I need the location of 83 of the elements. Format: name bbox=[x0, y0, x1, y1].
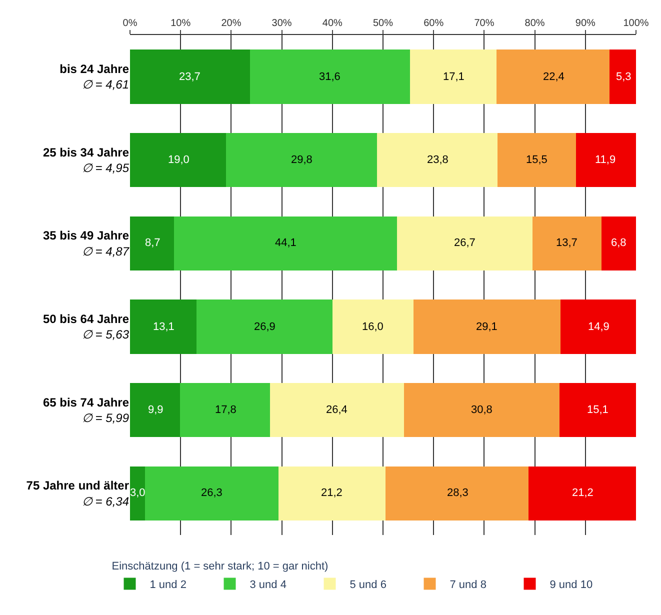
data-label: 28,3 bbox=[447, 487, 468, 499]
x-tick-label: 30% bbox=[272, 18, 292, 29]
data-label: 3,0 bbox=[130, 487, 146, 499]
data-label: 17,1 bbox=[443, 71, 464, 83]
data-label: 13,7 bbox=[556, 237, 578, 249]
data-label: 21,2 bbox=[321, 487, 342, 499]
data-label: 22,4 bbox=[543, 71, 564, 83]
data-label: 29,1 bbox=[476, 321, 498, 333]
y-tick-label: 25 bis 34 Jahre ∅ = 4,95 bbox=[42, 145, 130, 175]
data-label: 15,1 bbox=[587, 404, 608, 416]
bar bbox=[174, 216, 398, 270]
bar bbox=[386, 466, 529, 520]
y-tick-label: bis 24 Jahre ∅ = 4,61 bbox=[60, 62, 130, 92]
data-label: 31,6 bbox=[319, 71, 340, 83]
legend-label: 3 und 4 bbox=[250, 579, 286, 592]
bar bbox=[410, 50, 496, 104]
data-label: 44,1 bbox=[275, 237, 296, 249]
data-label: 6,8 bbox=[611, 237, 626, 249]
legend-label: 1 und 2 bbox=[150, 579, 186, 592]
y-tick-label: 65 bis 74 Jahre ∅ = 5,99 bbox=[42, 395, 130, 425]
data-label: 26,7 bbox=[454, 237, 476, 249]
y-tick-label: 75 Jahre und älter ∅ = 6,34 bbox=[26, 478, 130, 508]
data-label: 15,5 bbox=[526, 154, 548, 166]
bar bbox=[602, 216, 636, 270]
legend-label: 5 und 6 bbox=[350, 579, 386, 592]
data-label: 17,8 bbox=[215, 404, 236, 416]
bar bbox=[130, 132, 226, 188]
bar bbox=[497, 132, 576, 188]
bar bbox=[130, 466, 146, 520]
x-tick-label: 20% bbox=[221, 18, 242, 29]
x-tick-label: 90% bbox=[575, 18, 596, 29]
bar bbox=[560, 300, 636, 354]
data-label: 19,0 bbox=[168, 154, 190, 166]
x-tick-label: 100% bbox=[623, 18, 649, 29]
x-tick-label: 60% bbox=[424, 18, 444, 29]
data-label: 26,3 bbox=[201, 487, 222, 499]
bar bbox=[130, 216, 174, 270]
data-label: 11,9 bbox=[595, 154, 616, 166]
bar bbox=[397, 216, 532, 270]
legend-title: Einschätzung (1 = sehr stark; 10 = gar nicht) bbox=[112, 560, 328, 572]
bar bbox=[332, 300, 414, 354]
x-tick-label: 40% bbox=[322, 18, 343, 29]
bar bbox=[560, 382, 636, 438]
x-tick-label: 80% bbox=[524, 18, 545, 29]
data-label: 9,9 bbox=[148, 404, 164, 416]
bar bbox=[576, 132, 636, 188]
data-label: 13,1 bbox=[153, 321, 174, 333]
bar bbox=[413, 300, 561, 354]
data-label: 23,7 bbox=[179, 71, 200, 83]
bar bbox=[250, 50, 410, 104]
bar bbox=[376, 132, 498, 188]
bar bbox=[532, 216, 602, 270]
bar bbox=[226, 132, 377, 188]
bar bbox=[130, 50, 250, 104]
data-label: 23,8 bbox=[427, 154, 448, 166]
y-tick-label: 50 bis 64 Jahre ∅ = 5,63 bbox=[42, 312, 130, 342]
data-label: 5,3 bbox=[616, 71, 632, 83]
data-label: 26,4 bbox=[326, 404, 348, 416]
x-tick-label: 70% bbox=[474, 18, 494, 29]
data-label: 8,7 bbox=[145, 237, 160, 249]
legend-label: 7 und 8 bbox=[450, 579, 486, 592]
data-label: 29,8 bbox=[291, 154, 312, 166]
bar bbox=[196, 300, 332, 354]
bar bbox=[130, 300, 196, 354]
bar bbox=[130, 382, 180, 438]
bar bbox=[404, 382, 560, 438]
x-tick-label: 0% bbox=[122, 18, 138, 29]
bar bbox=[610, 50, 636, 104]
legend-label: 9 und 10 bbox=[550, 579, 593, 592]
y-tick-label: 35 bis 49 Jahre ∅ = 4,87 bbox=[42, 228, 130, 258]
data-label: 21,2 bbox=[572, 487, 594, 499]
bar bbox=[528, 466, 636, 520]
bar bbox=[145, 466, 278, 520]
bar bbox=[496, 50, 610, 104]
bar bbox=[270, 382, 404, 438]
data-label: 30,8 bbox=[471, 404, 492, 416]
data-label: 16,0 bbox=[362, 321, 384, 333]
bar bbox=[180, 382, 270, 438]
data-label: 14,9 bbox=[588, 321, 610, 333]
x-tick-label: 10% bbox=[170, 18, 191, 29]
x-tick-label: 50% bbox=[372, 18, 394, 29]
bar bbox=[278, 466, 386, 520]
data-label: 26,9 bbox=[254, 321, 276, 333]
